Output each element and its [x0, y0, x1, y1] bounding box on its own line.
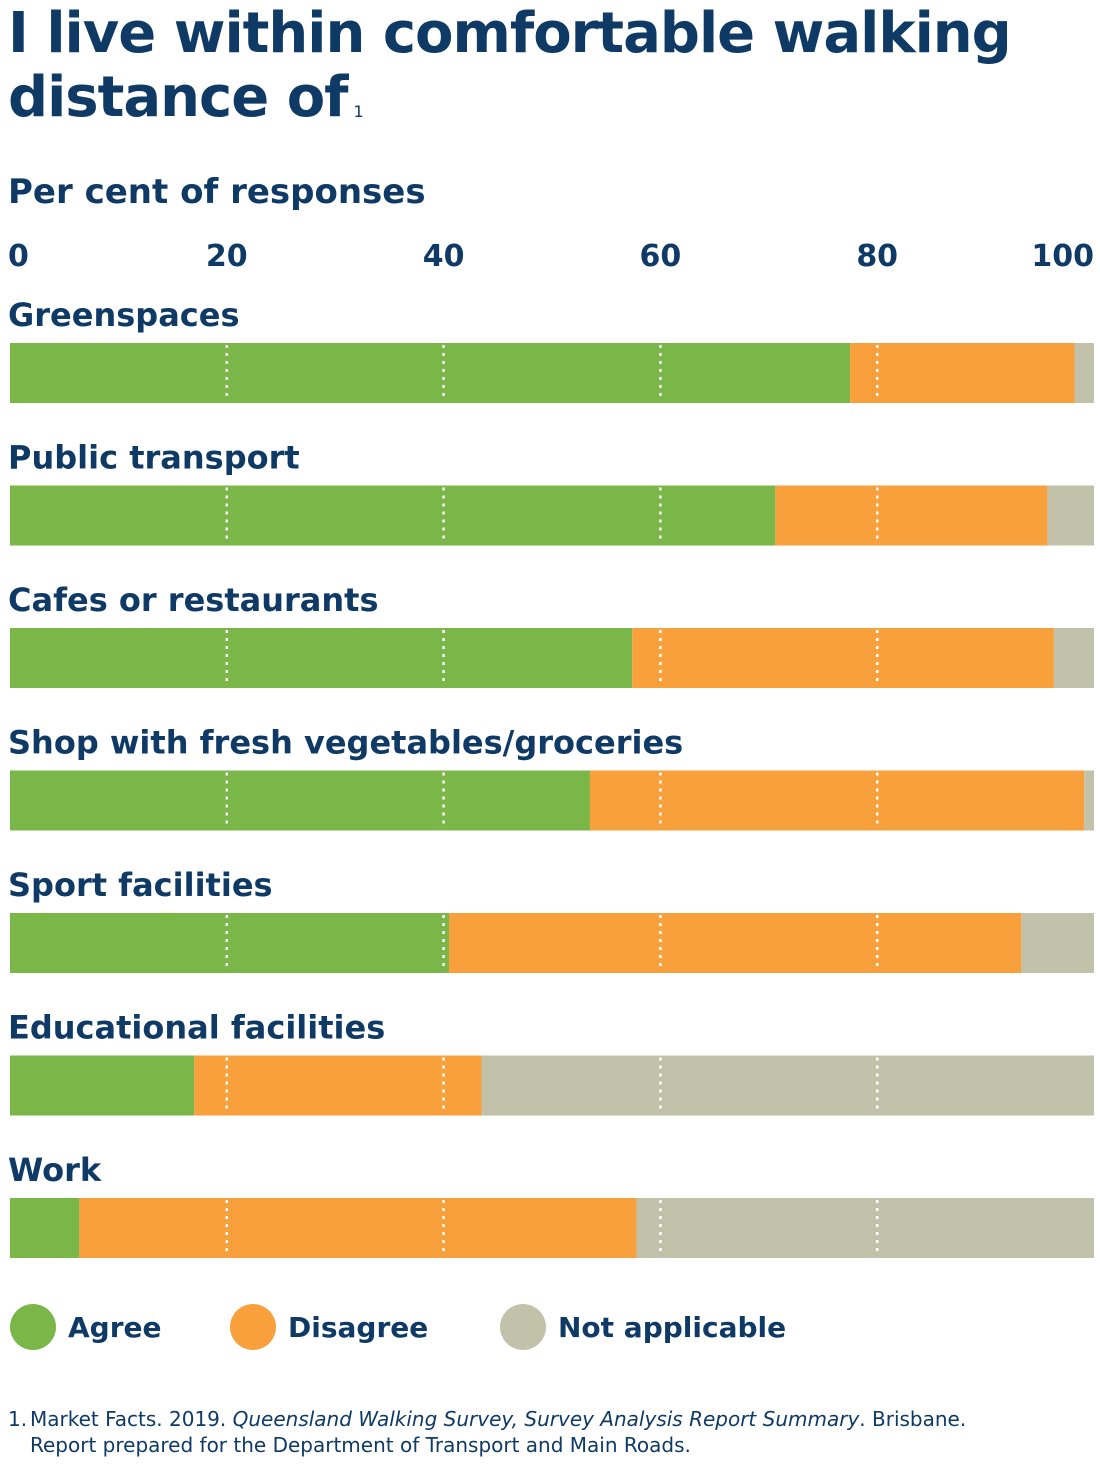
- x-axis-ticks: 0 20 40 60 80 100: [8, 239, 1094, 274]
- bar-disagree-4: [449, 913, 1022, 973]
- bar-disagree-2: [632, 628, 1054, 688]
- bar-agree-2: [10, 628, 633, 688]
- bar-not-applicable-5: [481, 1055, 1094, 1116]
- bar-agree-5: [10, 1055, 195, 1116]
- bars-group: [10, 343, 1094, 1258]
- bar-disagree-3: [589, 770, 1085, 831]
- legend: Agree Disagree Not applicable: [10, 1304, 1090, 1354]
- bar-not-applicable-0: [1074, 343, 1094, 403]
- chart-title: I live within comfortable walking distan…: [8, 2, 1088, 130]
- category-label: Public transport: [8, 439, 300, 477]
- bar-disagree-0: [850, 343, 1075, 403]
- category-label: Greenspaces: [8, 296, 240, 334]
- bar-agree-3: [10, 770, 590, 831]
- x-tick-label-80: 80: [856, 239, 898, 274]
- stacked-bar-chart: 0 20 40 60 80 100 Greenspaces Public transport…: [8, 239, 1094, 1258]
- x-tick-label-100: 100: [1031, 239, 1094, 274]
- footnote-source-title: Queensland Walking Survey, Survey Analys…: [232, 1407, 860, 1431]
- legend-item-disagree: Disagree: [230, 1304, 428, 1350]
- x-tick-label-20: 20: [206, 239, 248, 274]
- bar-disagree-1: [775, 485, 1048, 546]
- chart-title-text: I live within comfortable walking distan…: [8, 1, 1012, 130]
- legend-swatch-agree: [10, 1304, 56, 1350]
- gridlines: [225, 345, 879, 1256]
- legend-swatch-not-applicable: [500, 1304, 546, 1350]
- category-labels: Greenspaces Public transport Cafes or rest…: [8, 296, 683, 1189]
- legend-label-agree: Agree: [68, 1310, 162, 1344]
- bar-agree-4: [10, 913, 450, 973]
- legend-swatch-disagree: [230, 1304, 276, 1350]
- bar-agree-1: [10, 485, 776, 546]
- bar-agree-0: [10, 343, 851, 403]
- x-tick-label-60: 60: [640, 239, 682, 274]
- category-label: Cafes or restaurants: [8, 581, 379, 619]
- bar-not-applicable-4: [1021, 913, 1094, 973]
- bar-agree-6: [10, 1198, 80, 1258]
- axis-label: Per cent of responses: [8, 172, 426, 212]
- legend-label-not-applicable: Not applicable: [558, 1310, 787, 1344]
- footnote-text-pre: Market Facts. 2019.: [30, 1407, 233, 1431]
- category-label: Shop with fresh vegetables/groceries: [8, 724, 683, 762]
- legend-label-disagree: Disagree: [288, 1310, 429, 1344]
- title-footnote-marker: 1: [353, 102, 364, 121]
- bar-disagree-6: [79, 1198, 637, 1258]
- footnote-number: 1.: [8, 1407, 28, 1431]
- category-label: Work: [8, 1151, 102, 1189]
- x-tick-label-0: 0: [8, 239, 29, 274]
- footnote-line-2: Report prepared for the Department of Tr…: [30, 1433, 691, 1457]
- category-label: Educational facilities: [8, 1009, 385, 1047]
- bar-disagree-5: [194, 1055, 482, 1116]
- bar-not-applicable-2: [1053, 628, 1094, 688]
- category-label: Sport facilities: [8, 866, 273, 904]
- bar-not-applicable-1: [1047, 485, 1094, 546]
- legend-item-not-applicable: Not applicable: [500, 1304, 786, 1350]
- bar-not-applicable-3: [1084, 770, 1094, 831]
- footnote-text-post: . Brisbane.: [859, 1407, 967, 1431]
- legend-item-agree: Agree: [10, 1304, 162, 1350]
- footnote: 1. Market Facts. 2019. Queensland Walking…: [8, 1406, 1088, 1458]
- x-tick-label-40: 40: [423, 239, 465, 274]
- bar-not-applicable-6: [636, 1198, 1094, 1258]
